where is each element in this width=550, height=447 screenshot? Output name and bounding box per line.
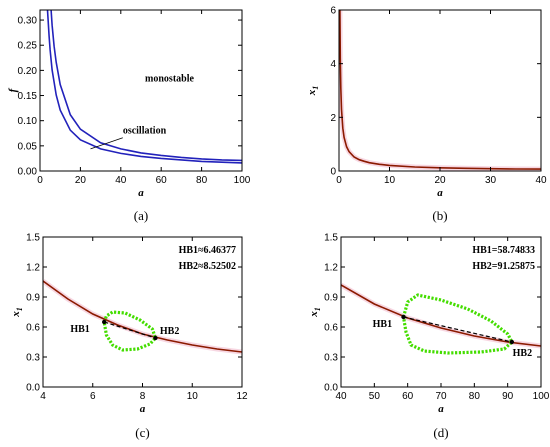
info-line-d-1: HB2=91.25875: [472, 261, 535, 272]
x-tick-label-d: 100: [533, 391, 550, 402]
chart-b: 0 10 20 30 40 0 2 4 6 a x1 (b): [306, 6, 547, 224]
annotation-a-0: monostable: [145, 73, 194, 84]
y-tick-label-d: 0.0: [324, 383, 338, 394]
hopf-label-d-1: HB2: [513, 348, 532, 359]
x-tick-label-a: 40: [115, 175, 127, 186]
x-tick-label-d: 70: [435, 391, 447, 402]
chart-d: HB1 HB2 HB1=58.74833 HB2=91.25875 40 50 60 70 80…: [308, 233, 550, 441]
y-tick-label-b: 0: [330, 167, 336, 178]
unstable-branch-d: [403, 316, 513, 343]
limit-cycle-c: [102, 310, 157, 352]
hopf-label-c-0: HB1: [70, 324, 89, 335]
y-axis-label-main-d: x: [308, 311, 320, 318]
x-tick-label-c: 10: [187, 391, 199, 402]
y-axis-label-a: f: [7, 87, 19, 92]
y-axis-label-sub-b: 1: [311, 86, 320, 90]
info-line-c-0: HB1≈6.46377: [179, 245, 236, 256]
caption-d: (d): [433, 425, 448, 440]
series-line-c-0: [43, 280, 242, 353]
x-tick-label-d: 50: [369, 391, 381, 402]
info-line-c-1: HB2≈8.52502: [179, 261, 236, 272]
y-axis-label-sub-c: 1: [15, 307, 24, 311]
hopf-label-c-1: HB2: [160, 326, 179, 337]
plot-frame-d: [340, 236, 542, 388]
x-tick-label-b: 10: [384, 175, 396, 186]
y-tick-label-c: 0.0: [26, 383, 40, 394]
x-axis-label-a: a: [138, 187, 144, 199]
y-tick-label-a: 0.00: [18, 167, 38, 178]
plot-frame-a: [39, 9, 243, 172]
hopf-point-d-0: [401, 314, 406, 320]
x-tick-label-c: 12: [236, 391, 248, 402]
x-axis-label-b: a: [437, 187, 443, 199]
y-axis-label-b: x1: [306, 86, 320, 97]
x-tick-label-b: 0: [336, 175, 342, 186]
annotation-arrow-a: [90, 137, 123, 150]
x-tick-label-d: 90: [502, 391, 514, 402]
y-tick-label-d: 0.9: [324, 293, 338, 304]
y-tick-label-a: 0.20: [18, 66, 38, 77]
hopf-point-c-0: [101, 319, 107, 325]
y-axis-label-sub-d: 1: [313, 307, 322, 311]
series-halo-b: [339, 10, 541, 171]
x-tick-label-c: 4: [40, 391, 46, 402]
x-axis-label-c: a: [140, 403, 146, 415]
y-tick-label-c: 1.2: [26, 263, 40, 274]
y-axis-label-c: x1: [10, 307, 24, 318]
series-line-d-0: [341, 284, 541, 347]
y-tick-label-a: 0.05: [18, 141, 38, 152]
y-tick-label-d: 1.2: [324, 263, 338, 274]
x-tick-label-a: 80: [196, 175, 208, 186]
y-tick-label-c: 1.5: [26, 233, 40, 244]
x-tick-label-a: 60: [156, 175, 168, 186]
unstable-branch-c: [104, 321, 156, 339]
hopf-point-d-1: [509, 339, 515, 345]
y-tick-label-c: 0.6: [26, 323, 40, 334]
y-axis-label-d: x1: [308, 307, 322, 318]
x-tick-label-b: 30: [485, 175, 497, 186]
y-tick-label-d: 0.6: [324, 323, 338, 334]
x-tick-label-d: 80: [469, 391, 481, 402]
y-tick-label-a: 0.10: [18, 116, 38, 127]
x-tick-label-a: 20: [75, 175, 87, 186]
plot-frame-b: [338, 9, 542, 172]
hopf-label-d-0: HB1: [373, 319, 392, 330]
y-tick-label-b: 4: [330, 59, 336, 70]
y-tick-label-b: 6: [330, 6, 336, 17]
y-tick-label-c: 0.3: [26, 353, 40, 364]
x-tick-label-a: 100: [234, 175, 251, 186]
x-axis-label-d: a: [438, 403, 444, 415]
x-tick-label-b: 20: [434, 175, 446, 186]
chart-c: HB1 HB2 HB1≈6.46377 HB2≈8.52502 4 6 8 10 12 0.0 0.…: [10, 233, 248, 441]
info-line-d-0: HB1=58.74833: [472, 245, 535, 256]
series-line-b-0: [339, 10, 541, 170]
caption-c: (c): [135, 425, 149, 440]
x-tick-label-d: 40: [335, 391, 347, 402]
series-line-a-0: [46, 10, 242, 164]
y-tick-label-a: 0.25: [18, 41, 38, 52]
x-tick-label-c: 6: [90, 391, 96, 402]
plot-frame-c: [42, 236, 243, 388]
y-tick-label-a: 0.30: [18, 16, 38, 27]
x-tick-label-c: 8: [140, 391, 146, 402]
series-line-a-1: [50, 10, 242, 162]
x-tick-label-b: 40: [535, 175, 547, 186]
y-tick-label-d: 1.5: [324, 233, 338, 244]
caption-a: (a): [134, 208, 148, 223]
y-axis-label-main-b: x: [306, 89, 318, 96]
series-halo-c: [43, 278, 242, 355]
y-tick-label-c: 0.9: [26, 293, 40, 304]
x-tick-label-d: 60: [402, 391, 414, 402]
y-axis-label-main-c: x: [10, 311, 22, 318]
y-tick-label-d: 0.3: [324, 353, 338, 364]
hopf-point-c-1: [153, 335, 158, 341]
x-tick-label-a: 0: [37, 175, 43, 186]
limit-cycle-d: [401, 293, 514, 355]
chart-a: monostable oscillation 0 20 40 60 80 100 0.00 0.0…: [7, 9, 251, 223]
annotation-a-1: oscillation: [123, 125, 167, 136]
caption-b: (b): [432, 208, 447, 223]
y-tick-label-b: 2: [330, 113, 336, 124]
y-tick-label-a: 0.15: [18, 91, 38, 102]
